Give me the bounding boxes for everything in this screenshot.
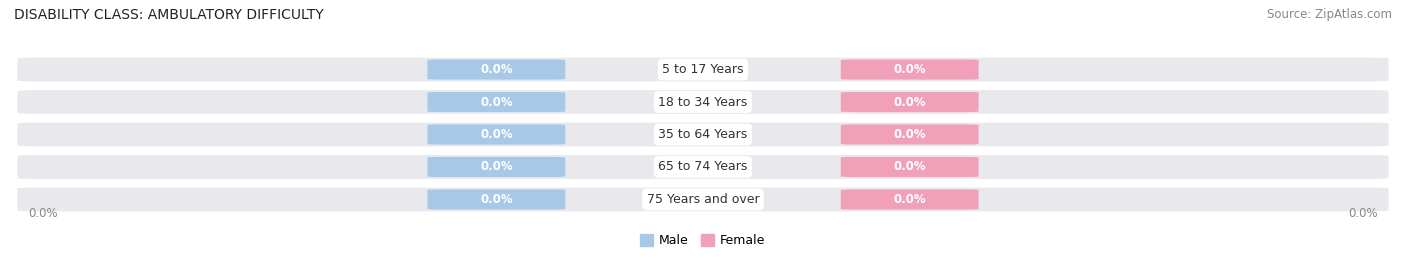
FancyBboxPatch shape	[427, 157, 565, 177]
Text: 0.0%: 0.0%	[479, 63, 513, 76]
FancyBboxPatch shape	[841, 157, 979, 177]
FancyBboxPatch shape	[427, 125, 565, 144]
FancyBboxPatch shape	[17, 155, 1389, 179]
Text: 0.0%: 0.0%	[893, 193, 927, 206]
Text: 0.0%: 0.0%	[28, 207, 58, 220]
Text: 0.0%: 0.0%	[1348, 207, 1378, 220]
FancyBboxPatch shape	[17, 187, 1389, 211]
FancyBboxPatch shape	[427, 92, 565, 112]
Text: 0.0%: 0.0%	[893, 128, 927, 141]
Text: 0.0%: 0.0%	[893, 63, 927, 76]
Text: 0.0%: 0.0%	[479, 161, 513, 174]
Text: 0.0%: 0.0%	[893, 161, 927, 174]
FancyBboxPatch shape	[427, 59, 565, 80]
FancyBboxPatch shape	[841, 125, 979, 144]
Text: 0.0%: 0.0%	[893, 95, 927, 108]
Text: 0.0%: 0.0%	[479, 128, 513, 141]
Text: 0.0%: 0.0%	[479, 193, 513, 206]
Text: 65 to 74 Years: 65 to 74 Years	[658, 161, 748, 174]
FancyBboxPatch shape	[841, 189, 979, 210]
Legend: Male, Female: Male, Female	[636, 229, 770, 252]
FancyBboxPatch shape	[17, 58, 1389, 82]
FancyBboxPatch shape	[17, 123, 1389, 146]
Text: 35 to 64 Years: 35 to 64 Years	[658, 128, 748, 141]
FancyBboxPatch shape	[17, 90, 1389, 114]
Text: 18 to 34 Years: 18 to 34 Years	[658, 95, 748, 108]
Text: 5 to 17 Years: 5 to 17 Years	[662, 63, 744, 76]
Text: 75 Years and over: 75 Years and over	[647, 193, 759, 206]
FancyBboxPatch shape	[841, 92, 979, 112]
Text: Source: ZipAtlas.com: Source: ZipAtlas.com	[1267, 8, 1392, 21]
Text: DISABILITY CLASS: AMBULATORY DIFFICULTY: DISABILITY CLASS: AMBULATORY DIFFICULTY	[14, 8, 323, 22]
Text: 0.0%: 0.0%	[479, 95, 513, 108]
FancyBboxPatch shape	[427, 189, 565, 210]
FancyBboxPatch shape	[841, 59, 979, 80]
